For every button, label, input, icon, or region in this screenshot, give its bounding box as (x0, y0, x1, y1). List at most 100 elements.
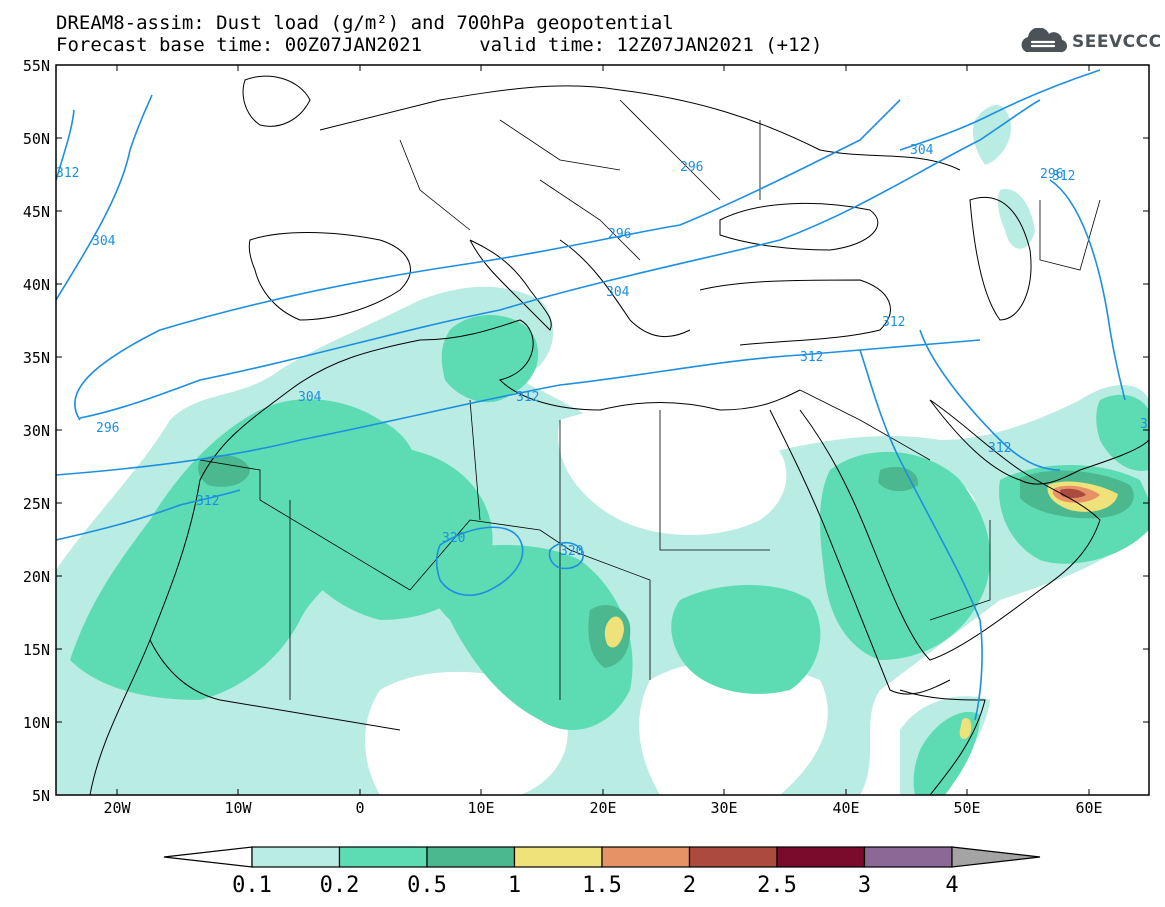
contour-312-long (56, 339, 981, 476)
colorbar-left-arrow (163, 846, 253, 868)
coast-uk (242, 75, 311, 127)
longitude-tick-marks (116, 65, 1090, 795)
contour-label: 320 (442, 531, 465, 546)
contour-label: 296 (608, 227, 631, 242)
colorbar-segment (338, 846, 428, 868)
coast-horn (899, 689, 986, 795)
coast-europe (319, 85, 961, 171)
colorbar-segment (688, 846, 778, 868)
coast-west-africa (149, 639, 401, 731)
colorbar-label: 1.5 (582, 873, 622, 898)
coast-caspian (969, 196, 1032, 321)
dust-light-turkey (973, 105, 1011, 165)
latitude-tick-marks (56, 137, 1149, 723)
colorbar-right-arrow (951, 846, 1041, 868)
lon-label: 10W (224, 799, 252, 817)
dust-medium-iran (1096, 394, 1149, 471)
longitude-axis: 20W 10W 0 10E 20E 30E 40E 50E 60E (103, 799, 1102, 817)
contour-label: 312 (1052, 169, 1075, 184)
seevccc-logo: SEEVCCC (1016, 28, 1162, 56)
contour-label: 304 (606, 285, 630, 300)
dust-medium-arabia (820, 451, 991, 660)
contour-304-west (56, 94, 153, 301)
lat-label: 45N (23, 203, 50, 221)
lon-label: 10E (467, 799, 494, 817)
lat-label: 40N (23, 276, 50, 294)
contour-label: 312 (516, 390, 539, 405)
contour-304-long (79, 99, 1041, 419)
lat-label: 30N (23, 422, 50, 440)
contour-label: 296 (1040, 167, 1063, 182)
dust-peak-gulf-red (1060, 488, 1086, 498)
geopotential-contours (56, 69, 1126, 721)
dust-high-somalia (959, 717, 972, 739)
coast-italy (469, 239, 552, 331)
lat-label: 10N (23, 714, 50, 732)
dust-dark-arabia (878, 466, 919, 492)
cloud-icon (1021, 28, 1068, 53)
lon-label: 0 (355, 799, 364, 817)
clear-sahel-east (639, 661, 828, 795)
contour-label: 3 (1140, 417, 1148, 432)
lon-label: 40E (832, 799, 859, 817)
contour-label: 304 (92, 234, 116, 249)
colorbar-label: 3 (858, 873, 871, 898)
colorbar-label: 2 (683, 873, 696, 898)
border-sahara-2 (289, 399, 770, 700)
dust-dark-morocco (198, 454, 250, 487)
map-title: DREAM8-assim: Dust load (g/m²) and 700hP… (56, 12, 674, 34)
dust-medium (70, 315, 1149, 795)
contour-label: 320 (560, 544, 583, 559)
border-sahara-1 (199, 459, 651, 680)
lon-label: 20E (589, 799, 616, 817)
forecast-time-line: Forecast base time: 00Z07JAN2021 valid t… (56, 34, 823, 56)
contour-label: 296 (96, 421, 119, 436)
colorbar-segment (426, 846, 516, 868)
border-mideast (799, 199, 1101, 621)
borders (199, 99, 1101, 700)
coast-turkey (699, 279, 891, 346)
lat-label: 5N (32, 787, 50, 805)
lat-label: 25N (23, 495, 50, 513)
lat-label: 50N (23, 130, 50, 148)
coast-arabia (799, 399, 1101, 661)
colorbar-segment (601, 846, 691, 868)
contour-label: 304 (298, 390, 322, 405)
contour-label: 312 (882, 315, 905, 330)
clear-libya-egypt (558, 406, 787, 535)
contour-304-ne (899, 69, 1101, 151)
contour-label: 296 (680, 160, 703, 175)
colorbar-label: 0.1 (232, 873, 272, 898)
lat-label: 15N (23, 641, 50, 659)
contour-312-ne (1049, 179, 1126, 401)
contour-312-nw (56, 109, 75, 181)
colorbar-segment (513, 846, 603, 868)
colorbar-label: 2.5 (757, 873, 797, 898)
contour-labels: 312 304 296 296 304 312 320 320 312 304 … (56, 143, 1148, 559)
colorbar-segment (251, 846, 341, 868)
coast-gulf (929, 399, 1149, 485)
lon-label: 20W (103, 799, 131, 817)
colorbar-segment (863, 846, 953, 868)
colorbar-label: 0.5 (407, 873, 447, 898)
colorbar: 0.1 0.2 0.5 1 1.5 2 2.5 3 4 (163, 846, 1041, 898)
contour-312-east (859, 349, 983, 721)
contour-320-a (435, 526, 524, 596)
colorbar-label: 1 (508, 873, 521, 898)
lat-label: 35N (23, 349, 50, 367)
contour-label: 312 (56, 166, 79, 181)
coastlines (89, 75, 1149, 795)
latitude-axis: 55N 50N 45N 40N 35N 30N 25N 20N 15N 10N … (23, 57, 50, 805)
coast-north-africa (89, 319, 801, 795)
dust-high-chad (604, 616, 624, 648)
map-content: 312 304 296 296 304 312 320 320 312 304 … (56, 69, 1149, 795)
contour-312-iran (919, 329, 1061, 471)
lat-label: 20N (23, 568, 50, 586)
dust-medium-chad (426, 545, 633, 730)
contour-label: 312 (988, 441, 1011, 456)
colorbar-label: 0.2 (320, 873, 360, 898)
contour-label: 312 (800, 350, 823, 365)
dust-medium-atlas (441, 315, 539, 403)
dust-very-high (1052, 485, 1100, 503)
